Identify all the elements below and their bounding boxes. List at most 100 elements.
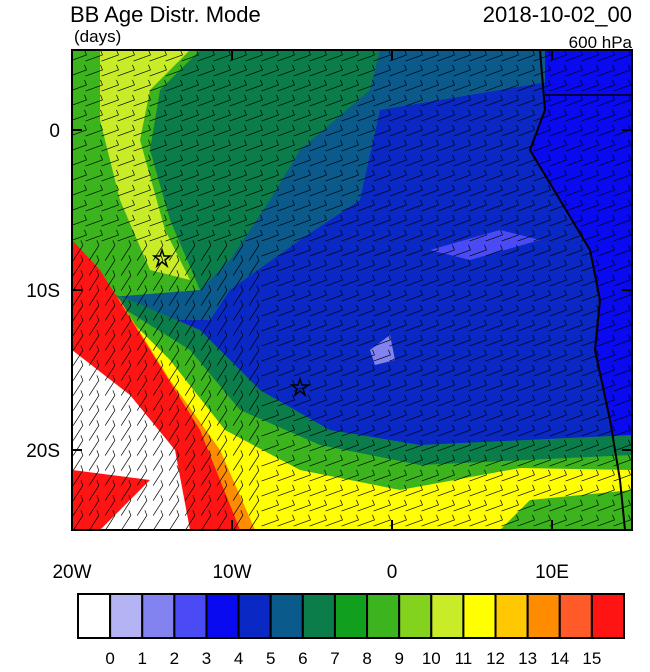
wind-barb xyxy=(213,79,231,92)
wind-barb xyxy=(373,169,391,182)
wind-barb xyxy=(200,480,212,501)
wind-barb xyxy=(261,469,279,482)
wind-barb xyxy=(152,285,164,306)
wind-barb xyxy=(517,334,535,347)
wind-barb xyxy=(485,334,503,347)
wind-barb xyxy=(168,240,180,261)
wind-barb xyxy=(613,364,631,377)
units: (days) xyxy=(74,27,121,46)
wind-barb xyxy=(549,109,567,122)
wind-barb xyxy=(325,154,343,167)
wind-barb xyxy=(277,484,295,497)
wind-barb xyxy=(325,304,343,317)
wind-barb xyxy=(581,394,599,407)
wind-barb xyxy=(357,184,375,197)
wind-barb xyxy=(117,124,135,137)
wind-barb xyxy=(88,360,100,381)
wind-barb xyxy=(325,499,343,512)
wind-barb xyxy=(517,229,535,242)
wind-barb xyxy=(565,409,583,422)
wind-barb xyxy=(245,199,263,212)
colorbar-label: 8 xyxy=(362,649,371,667)
wind-barb xyxy=(293,79,311,92)
wind-barb xyxy=(453,139,471,152)
wind-barb xyxy=(469,199,487,212)
wind-barb xyxy=(293,499,311,512)
wind-barb xyxy=(277,499,295,512)
wind-barb xyxy=(389,274,407,287)
wind-barb xyxy=(549,289,567,302)
wind-barb xyxy=(581,214,599,227)
wind-barb xyxy=(184,270,196,291)
wind-barb xyxy=(373,199,391,212)
wind-barb xyxy=(72,285,84,306)
wind-barb xyxy=(437,274,455,287)
wind-barb xyxy=(469,139,487,152)
wind-barb xyxy=(136,360,148,381)
wind-barb xyxy=(213,124,231,137)
wind-barb xyxy=(485,304,503,317)
wind-barb xyxy=(437,169,455,182)
wind-barb xyxy=(117,169,135,182)
wind-barb xyxy=(453,334,471,347)
wind-barb xyxy=(389,124,407,137)
wind-barb xyxy=(293,154,311,167)
wind-barb xyxy=(613,439,631,452)
wind-barb xyxy=(293,454,311,467)
wind-barb xyxy=(405,124,423,137)
wind-barb xyxy=(421,454,439,467)
wind-barb xyxy=(136,480,148,501)
wind-barb xyxy=(309,514,327,527)
wind-barb xyxy=(73,510,84,530)
wind-barb xyxy=(277,214,295,227)
wind-barb xyxy=(309,124,327,137)
colorbar-box xyxy=(301,593,336,639)
wind-barb xyxy=(152,495,164,516)
wind-barb xyxy=(453,379,471,392)
wind-barb xyxy=(517,184,535,197)
wind-barb xyxy=(357,364,375,377)
wind-barb xyxy=(565,379,583,392)
wind-barb xyxy=(469,259,487,272)
wind-barb xyxy=(421,334,439,347)
wind-barb xyxy=(501,109,519,122)
wind-barb xyxy=(437,349,455,362)
wind-barb xyxy=(469,289,487,302)
wind-barb xyxy=(565,469,583,482)
wind-barb xyxy=(88,420,100,441)
wind-barb xyxy=(357,349,375,362)
wind-barb xyxy=(184,450,196,471)
wind-barb xyxy=(437,154,455,167)
wind-barb xyxy=(373,424,391,437)
wind-barb xyxy=(72,229,87,241)
wind-barb xyxy=(421,394,439,407)
wind-barb xyxy=(293,50,311,62)
wind-barb xyxy=(389,364,407,377)
wind-barb xyxy=(597,139,615,152)
wind-barb xyxy=(168,450,180,471)
wind-barb xyxy=(229,169,247,182)
wind-barb xyxy=(517,50,535,62)
wind-barb xyxy=(597,94,615,107)
coastline xyxy=(528,50,626,530)
wind-barb xyxy=(501,304,519,317)
wind-barb xyxy=(533,304,551,317)
wind-barb xyxy=(197,154,215,167)
wind-barb xyxy=(357,64,375,77)
wind-barb xyxy=(405,319,423,332)
wind-barb xyxy=(149,199,167,212)
wind-barb xyxy=(184,480,196,501)
wind-barb xyxy=(485,379,503,392)
wind-barb xyxy=(229,199,247,212)
wind-barb xyxy=(248,240,260,261)
wind-barb xyxy=(533,79,551,92)
wind-barb xyxy=(309,349,327,362)
wind-barb xyxy=(133,109,151,122)
wind-barb xyxy=(293,259,311,272)
wind-barb xyxy=(597,79,615,92)
wind-barb xyxy=(309,304,327,317)
wind-barb xyxy=(213,184,231,197)
wind-barb xyxy=(565,439,583,452)
wind-barb xyxy=(357,424,375,437)
wind-barb xyxy=(373,469,391,482)
